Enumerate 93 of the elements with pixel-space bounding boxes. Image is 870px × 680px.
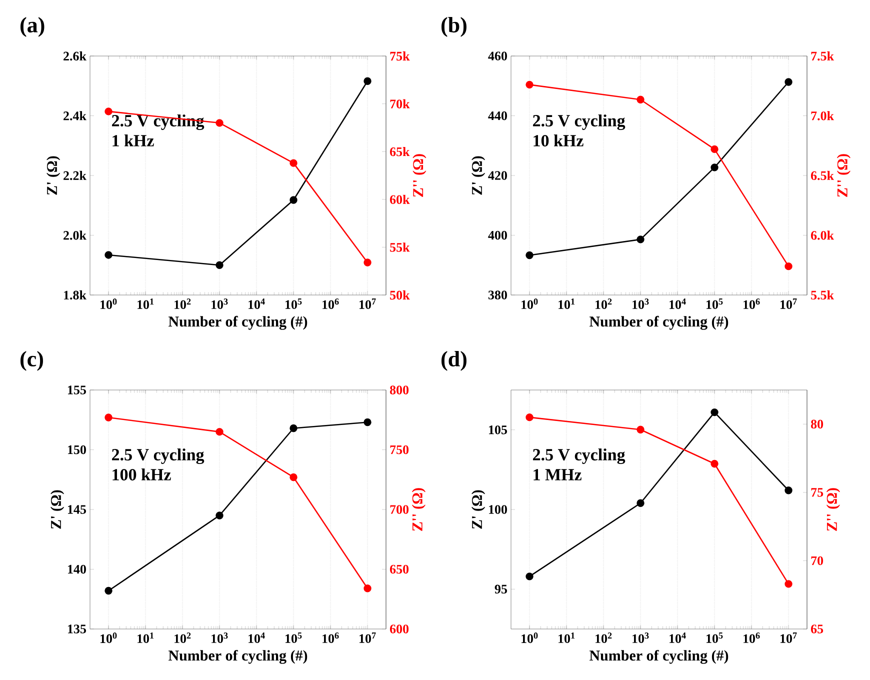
x-tick-label: 10$^{3}$ [632, 298, 649, 310]
x-tick-label: 10$^{5}$ [286, 298, 302, 309]
x-tick-label: 10$^{7}$ [780, 298, 797, 309]
y-tick-label: 440 [488, 111, 507, 120]
x-tick-label: 10$^{6}$ [744, 632, 760, 644]
chart-title: (c) [20, 350, 43, 371]
x-tick-label: 10$^{3}$ [212, 632, 228, 644]
y-tick-label: 2.0k [64, 230, 86, 240]
y-tick-label: 1.8k [64, 290, 86, 300]
x-tick-label: 10$^{2}$ [174, 298, 191, 310]
y2-tick-label: 600 [390, 624, 409, 634]
y2-axis-title: Z'' (Ω) [412, 488, 426, 531]
y2-axis-title: Z'' (Ω) [412, 154, 426, 197]
y2-tick-label: 75 [811, 488, 824, 497]
x-tick-label: 10$^{0}$ [100, 298, 117, 310]
x-tick-label: 10$^{0}$ [522, 298, 538, 310]
x-tick-label: 10$^{5}$ [706, 632, 723, 643]
y2-tick-label: 65k [390, 147, 410, 156]
y-tick-label: 2.6k [64, 51, 86, 61]
y2-tick-label: 7.0k [811, 111, 834, 120]
y2-tick-label: 750 [390, 445, 409, 454]
x-tick-label: 10$^{3}$ [212, 298, 228, 310]
x-axis-title: Number of cycling (#) [590, 650, 728, 664]
y-tick-label: 150 [68, 445, 86, 454]
x-tick-label: 10$^{4}$ [670, 632, 686, 644]
x-tick-label: 10$^{5}$ [286, 632, 302, 643]
y-axis-title: Z' (Ω) [46, 156, 60, 195]
y2-tick-label: 70 [811, 556, 824, 566]
y-tick-label: 100 [489, 505, 507, 514]
x-tick-label: 10$^{7}$ [360, 298, 376, 309]
x-tick-label: 10$^{1}$ [558, 298, 575, 310]
y2-tick-label: 650 [390, 564, 409, 574]
y2-tick-label: 6.0k [810, 230, 834, 240]
annotation: 100 kHz [112, 468, 171, 480]
y2-axis-title: Z'' (Ω) [826, 488, 840, 531]
y2-tick-label: 75k [390, 51, 410, 61]
y-axis-title: Z' (Ω) [50, 490, 64, 529]
y-tick-label: 2.2k [64, 170, 86, 180]
x-tick-label: 10$^{7}$ [780, 632, 797, 643]
x-tick-label: 10$^{6}$ [322, 632, 339, 644]
x-tick-label: 10$^{1}$ [138, 298, 154, 310]
y-tick-label: 460 [488, 52, 507, 60]
y2-tick-label: 65 [810, 624, 824, 634]
x-tick-label: 10$^{4}$ [248, 632, 265, 644]
chart-title: (a) [20, 16, 44, 37]
y2-tick-label: 700 [390, 505, 409, 514]
annotation: 2.5 V cycling [533, 448, 626, 464]
x-tick-label: 10$^{0}$ [522, 632, 538, 644]
y-tick-label: 155 [68, 386, 86, 394]
y2-tick-label: 55k [390, 242, 410, 252]
annotation: 2.5 V cycling [533, 114, 626, 130]
x-tick-label: 10$^{1}$ [138, 632, 154, 644]
y2-tick-label: 60k [390, 194, 410, 204]
y-tick-label: 380 [488, 290, 507, 300]
y-tick-label: 95 [494, 584, 507, 594]
chart-title: (d) [442, 350, 466, 371]
x-axis-title: Number of cycling (#) [168, 650, 308, 664]
x-tick-label: 10$^{2}$ [596, 298, 612, 310]
annotation: 10 kHz [534, 134, 584, 146]
x-tick-label: 10$^{3}$ [632, 632, 649, 644]
y2-tick-label: 7.5k [811, 51, 834, 61]
y2-tick-label: 50k [390, 290, 410, 300]
y-tick-label: 2.4k [64, 111, 86, 120]
x-tick-label: 10$^{2}$ [596, 632, 612, 644]
x-tick-label: 10$^{6}$ [744, 298, 760, 310]
x-tick-label: 10$^{4}$ [670, 298, 686, 309]
x-tick-label: 10$^{7}$ [360, 632, 376, 643]
y-tick-label: 140 [68, 564, 86, 574]
y2-tick-label: 80 [810, 420, 824, 429]
y-tick-label: 400 [488, 230, 507, 240]
y-tick-label: 105 [489, 425, 507, 434]
y-axis-title: Z' (Ω) [472, 156, 486, 195]
x-tick-label: 10$^{4}$ [248, 298, 265, 309]
x-tick-label: 10$^{6}$ [322, 298, 339, 310]
y2-tick-label: 6.5k [810, 170, 834, 180]
y2-tick-label: 5.5k [811, 290, 834, 300]
x-tick-label: 10$^{5}$ [706, 298, 723, 309]
y-tick-label: 420 [488, 171, 507, 180]
y-axis-title: Z' (Ω) [472, 490, 486, 529]
y2-tick-label: 800 [390, 386, 409, 394]
x-axis-title: Number of cycling (#) [590, 316, 728, 330]
x-tick-label: 10$^{2}$ [174, 632, 191, 644]
y2-tick-label: 70k [390, 99, 410, 108]
y-tick-label: 145 [68, 505, 86, 514]
x-tick-label: 10$^{1}$ [558, 632, 575, 644]
annotation: 2.5 V cycling [112, 448, 204, 464]
y2-axis-title: Z'' (Ω) [836, 154, 850, 197]
annotation: 1 kHz [112, 134, 154, 146]
annotation: 1 MHz [534, 469, 582, 480]
x-axis-title: Number of cycling (#) [168, 316, 308, 330]
chart-title: (b) [442, 16, 466, 37]
y-tick-label: 135 [68, 624, 86, 634]
x-tick-label: 10$^{0}$ [100, 632, 117, 644]
